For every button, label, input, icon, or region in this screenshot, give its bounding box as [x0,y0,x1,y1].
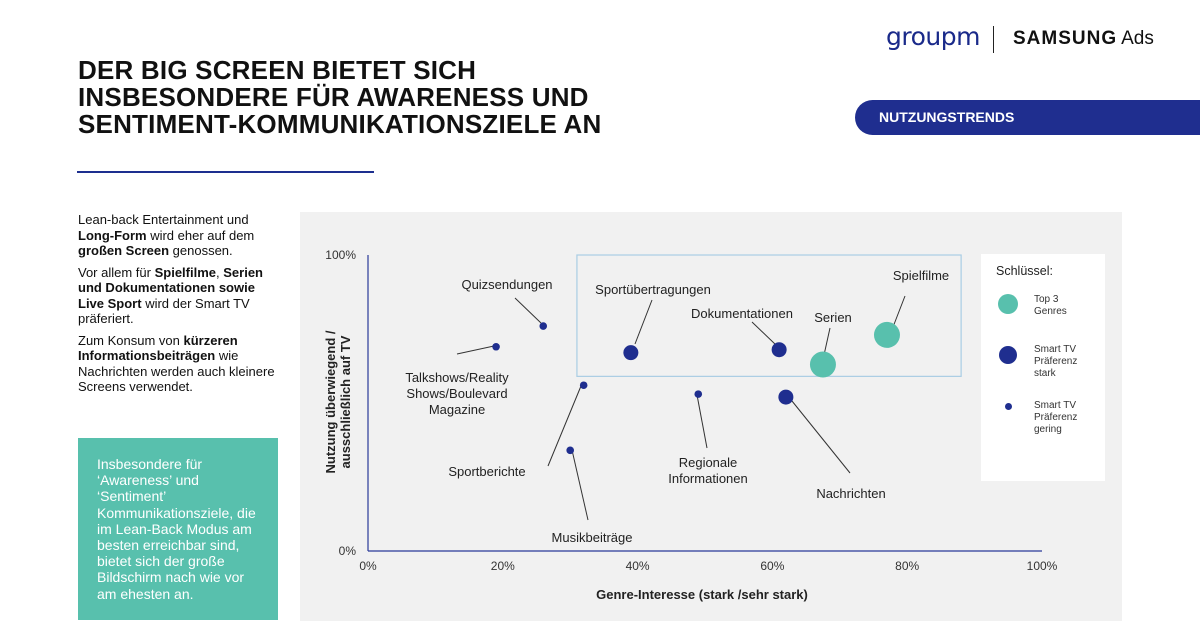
x-tick-label: 100% [1027,559,1058,573]
x-axis-label: Genre-Interesse (stark /sehr stark) [596,587,808,602]
text-run: , [216,264,224,280]
text-run-bold: Long-Form [78,227,147,243]
x-tick-label: 80% [895,559,919,573]
leader-line [634,299,653,345]
leader-line [571,449,589,521]
legend-item-top3: Top 3 Genres [1034,294,1067,318]
legend-swatch-strong [999,346,1017,364]
highlight-region [576,254,962,377]
legend-title: Schlüssel: [996,264,1053,278]
data-point [771,342,787,358]
x-tick-label: 20% [491,559,515,573]
data-label: Talkshows/Reality Shows/Boulevard Magazine [405,370,509,417]
headline-line-1: DER BIG SCREEN BIETET SICH [78,55,477,85]
x-tick-label: 60% [760,559,784,573]
text-run-bold: großen Screen [78,243,170,258]
text-run: genossen. [169,243,233,258]
headline-divider [77,171,374,173]
page-title: DER BIG SCREEN BIETET SICH INSBESONDERE … [78,57,738,138]
y-axis-label: Nutzung überwiegend / ausschließlich auf… [323,330,353,473]
leader-line [751,321,777,346]
y-tick-label: 100% [325,248,356,262]
text-run: wird der Smart TV präferiert. [78,295,250,327]
data-point [539,322,548,330]
text-run-bold: kürzeren Informationsbeiträgen [78,332,238,364]
side-paragraph-3: Zum Konsum von kürzeren Informationsbeit… [78,333,278,395]
leader-line [456,345,495,355]
legend-text: Präferenz [1034,356,1078,367]
side-paragraph-2: Vor allem für Spielfilme, Serien und Dok… [78,265,278,327]
section-tag: NUTZUNGSTRENDS [855,100,1200,135]
legend-swatch-top3 [998,294,1018,314]
text-run: wie Nachrichten werden auch kleinere Scr… [78,348,275,394]
legend-item-strong: Smart TV Präferenz stark [1034,344,1077,380]
data-label: Quizsendungen [461,277,552,292]
ads-wordmark: Ads [1121,28,1154,49]
logo-divider [993,26,994,53]
data-point [579,381,588,390]
data-points [492,321,900,455]
text-run: wird eher auf dem [146,227,255,243]
data-point [566,446,574,455]
leader-lines [456,295,906,521]
data-point [778,389,794,405]
leader-line [791,400,851,474]
legend-swatch-weak [1005,403,1012,410]
data-label: Serien [814,310,852,325]
text-run-bold: Spielfilme [154,264,217,280]
data-label: Sportberichte [448,464,525,479]
side-paragraph-1: Lean-back Entertainment und Long-Form wi… [78,212,278,259]
data-label: Musikbeiträge [552,530,633,545]
leader-line [547,385,582,467]
samsung-ads-logo: SAMSUNG Ads [1013,28,1154,50]
legend-text: Smart TV [1034,344,1077,355]
data-point [623,345,639,361]
data-point [809,351,836,378]
data-point [873,321,900,348]
headline-line-2: INSBESONDERE FÜR AWARENESS UND [78,82,589,112]
leader-line [823,327,831,356]
data-label: Nachrichten [816,486,885,501]
samsung-wordmark: SAMSUNG [1013,28,1118,49]
data-label: Dokumentationen [691,306,793,321]
point-labels: Spielfilme Serien Dokumentationen Sportüber… [405,268,949,545]
y-tick-label: 0% [339,544,357,558]
y-axis-label-line-2: ausschließlich auf TV [338,335,353,468]
chart-legend: Schlüssel: Top 3 Genres Smart TV Präferenz… [981,254,1105,481]
data-point [492,342,500,351]
text-run: Lean-back Entertainment und [78,212,249,227]
side-text: Lean-back Entertainment und Long-Form wi… [78,212,278,401]
legend-item-weak: Smart TV Präferenz gering [1034,400,1077,436]
legend-text: Genres [1034,306,1067,317]
legend-text: Smart TV [1034,400,1077,411]
data-label: Regionale Informationen [668,455,748,486]
groupm-logo: groupm [886,22,980,51]
text-run-bold: Serien und Dokumentationen sowie Live Sp… [78,264,263,311]
data-label: Spielfilme [893,268,949,283]
x-tick-label: 0% [359,559,377,573]
data-label: Sportübertragungen [595,282,711,297]
legend-text: Top 3 [1034,294,1059,305]
y-axis-label-line-1: Nutzung überwiegend / [323,330,338,473]
headline-line-3: SENTIMENT-KOMMUNIKATIONSZIELE AN [78,109,602,139]
leader-line [892,295,906,328]
axis-ticks: 0% 20% 40% 60% 80% 100% 0% 100% [325,248,1057,573]
text-run: Zum Konsum von [78,332,184,348]
x-tick-label: 40% [626,559,650,573]
data-point [694,390,703,398]
text-run: Vor allem für [78,264,155,280]
legend-text: gering [1034,424,1062,435]
leader-line [696,394,708,449]
callout-box: Insbesondere für ‘Awareness’ und ‘Sentim… [78,438,278,620]
legend-text: Präferenz [1034,412,1078,423]
leader-line [514,297,542,324]
legend-text: stark [1034,368,1056,379]
